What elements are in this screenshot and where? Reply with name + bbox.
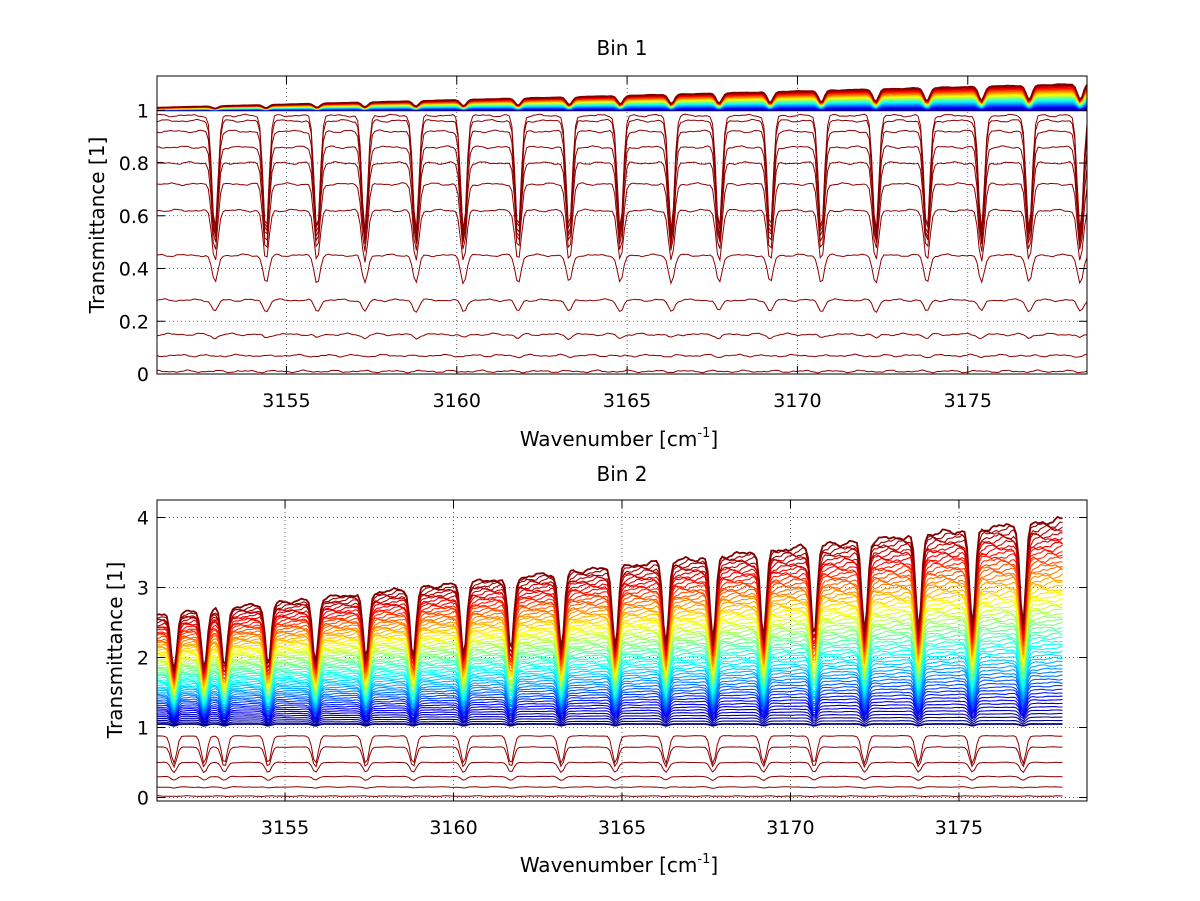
- series-line: [157, 646, 1063, 707]
- series-line: [156, 332, 1088, 341]
- x-axis-label-sup: -1: [697, 852, 710, 867]
- series-line: [156, 129, 1088, 240]
- series-line: [157, 722, 1063, 727]
- series-line: [157, 795, 1063, 798]
- x-tick-label: 3165: [598, 817, 646, 839]
- series-line: [156, 161, 1088, 246]
- x-tick-label: 3170: [766, 817, 814, 839]
- series-line: [156, 671, 1063, 713]
- y-tick-label: 0: [137, 364, 149, 386]
- y-tick-label: 0: [137, 788, 149, 810]
- series-line: [156, 253, 1088, 285]
- series-line: [156, 145, 1088, 242]
- series-line: [156, 775, 1063, 781]
- x-tick-label: 3155: [261, 817, 309, 839]
- series-line: [156, 353, 1088, 359]
- series-line: [156, 182, 1088, 252]
- y-tick-label: 4: [137, 508, 149, 530]
- chart-title: Bin 2: [596, 462, 647, 486]
- series-line: [156, 698, 1063, 720]
- chart-title: Bin 1: [596, 36, 647, 60]
- x-axis-label-sup: -1: [697, 426, 710, 441]
- x-tick-label: 3175: [944, 390, 992, 412]
- series-group: [156, 83, 1088, 374]
- axes-frame: [156, 75, 1088, 375]
- y-axis-label: Transmittance [1]: [103, 562, 127, 740]
- series-line: [157, 678, 1063, 715]
- series-line: [156, 113, 1088, 232]
- series-line: [156, 656, 1063, 710]
- series-line: [156, 667, 1063, 712]
- series-line: [156, 702, 1063, 721]
- subplot-bin-1: 3155 3160 3165 3170 3175 0 0.2 0.4 0.6 0.8 1 Bin 1…: [85, 36, 1088, 451]
- x-tick-label: 3170: [773, 390, 821, 412]
- series-line: [156, 716, 1063, 725]
- series-line: [156, 786, 1063, 789]
- y-tick-label: 2: [137, 648, 149, 670]
- series-line: [156, 761, 1063, 774]
- series-group: [156, 515, 1063, 798]
- series-line: [156, 208, 1088, 263]
- x-axis-label-end: ]: [710, 427, 718, 451]
- x-tick-label: 3165: [603, 390, 651, 412]
- y-tick-label: 0.6: [119, 206, 149, 228]
- y-tick-label: 0.4: [119, 259, 149, 281]
- x-axis-label-main: Wavenumber [cm: [520, 427, 698, 451]
- x-axis-label: Wavenumber [cm-1]: [520, 852, 718, 877]
- series-line: [156, 706, 1063, 722]
- ticks: 3155 3160 3165 3170 3175 0 0.2 0.4 0.6 0.8 1: [119, 76, 1087, 412]
- series-line: [156, 369, 1088, 374]
- x-tick-label: 3175: [935, 817, 983, 839]
- series-line: [156, 632, 1063, 704]
- x-tick-label: 3160: [433, 390, 481, 412]
- x-axis-label: Wavenumber [cm-1]: [520, 426, 718, 451]
- y-axis-label: Transmittance [1]: [85, 137, 109, 315]
- x-tick-label: 3155: [262, 390, 310, 412]
- series-line: [157, 719, 1063, 726]
- series-line: [157, 691, 1063, 718]
- series-line: [156, 695, 1063, 720]
- subplot-bin-2: 3155 3160 3165 3170 3175 0 1 2 3 4 Bin 2 Wavenumb…: [103, 462, 1088, 877]
- series-line: [156, 684, 1063, 717]
- series-line: [157, 688, 1063, 718]
- x-axis-label-main: Wavenumber [cm: [520, 853, 698, 877]
- series-line: [156, 515, 1063, 672]
- y-tick-label: 1: [137, 718, 149, 740]
- series-line: [156, 298, 1088, 313]
- y-tick-label: 1: [137, 100, 149, 122]
- series-line: [156, 734, 1063, 766]
- ticks: 3155 3160 3165 3170 3175 0 1 2 3 4: [137, 500, 1087, 839]
- y-tick-label: 0.8: [119, 153, 149, 175]
- series-line: [156, 674, 1063, 714]
- series-line: [157, 712, 1063, 724]
- series-line: [157, 83, 1088, 110]
- series-line: [156, 746, 1063, 769]
- y-tick-label: 0.2: [119, 311, 149, 333]
- series-line: [157, 709, 1063, 723]
- y-tick-label: 3: [137, 578, 149, 600]
- x-axis-label-end: ]: [710, 853, 718, 877]
- series-line: [156, 681, 1063, 716]
- x-tick-label: 3160: [429, 817, 477, 839]
